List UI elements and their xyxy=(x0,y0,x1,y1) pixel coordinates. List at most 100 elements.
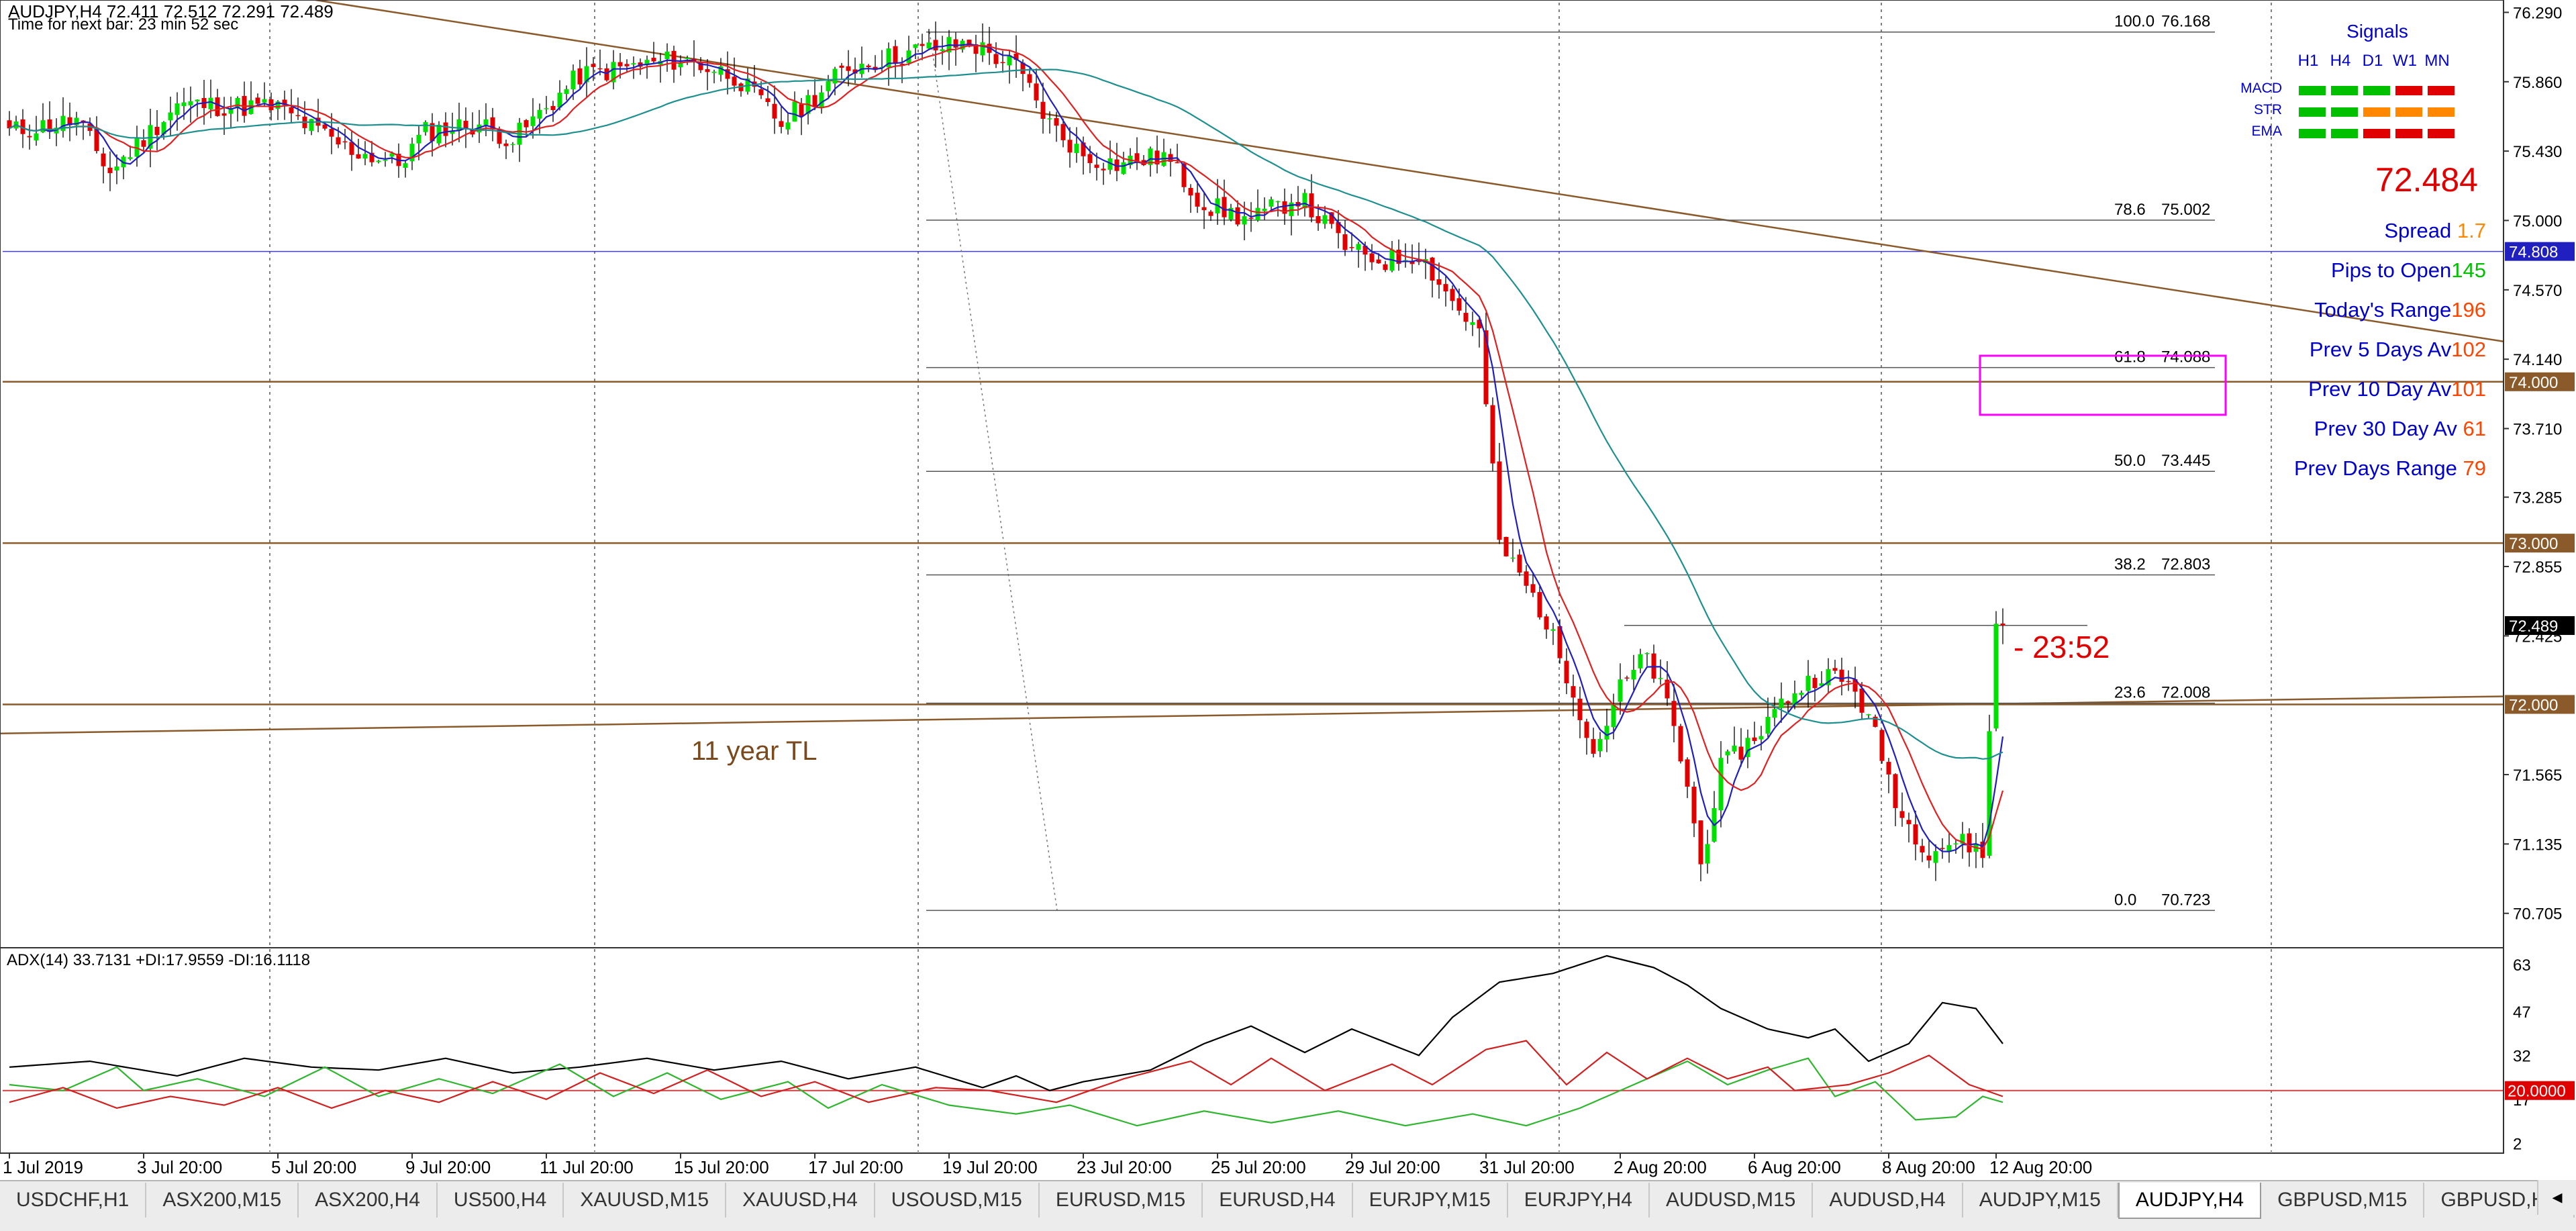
candle-body xyxy=(1503,536,1509,556)
candle-body xyxy=(792,101,797,122)
symbol-tab[interactable]: EURJPY,M15 xyxy=(1353,1183,1508,1218)
candle-body xyxy=(1107,158,1113,170)
candle-body xyxy=(1758,736,1764,740)
candle-body xyxy=(893,46,898,64)
candle-body xyxy=(356,154,361,159)
candle-body xyxy=(1349,247,1354,248)
candle-body xyxy=(758,89,764,95)
candle-body xyxy=(1745,738,1750,757)
candle-body xyxy=(7,120,12,129)
symbol-tab[interactable]: AUDUSD,H4 xyxy=(1813,1183,1963,1218)
symbol-tab[interactable]: XAUUSD,H4 xyxy=(726,1183,875,1218)
signal-column-label: H1 xyxy=(2298,52,2319,70)
signal-cell xyxy=(2395,107,2422,117)
blue-level-tag xyxy=(2505,242,2575,261)
candle-body xyxy=(1665,679,1670,699)
candle-body xyxy=(383,160,388,161)
fibonacci-retracement: 100.0 76.168 78.6 75.002 61.8 74.088 50.0 73.44… xyxy=(926,13,2215,912)
signal-stat: Prev 30 Day Av 61 xyxy=(2314,417,2486,440)
candle-body xyxy=(1926,855,1932,860)
symbol-tab[interactable]: ASX200,M15 xyxy=(146,1183,299,1218)
chart-background xyxy=(0,0,2576,1180)
candle-body xyxy=(906,50,911,63)
candle-body xyxy=(1765,717,1771,734)
symbol-tab[interactable]: EURUSD,M15 xyxy=(1040,1183,1203,1218)
candle-body xyxy=(27,136,32,138)
signal-stat-value: 61 xyxy=(2463,417,2486,440)
moving-averages xyxy=(9,43,2004,852)
candle-body xyxy=(1873,716,1878,727)
symbol-tab[interactable]: AUDJPY,H4 xyxy=(2118,1183,2262,1219)
candle-body xyxy=(409,144,415,162)
candle-body xyxy=(617,62,623,66)
candle-body xyxy=(1671,701,1677,726)
candle-body xyxy=(1255,207,1260,221)
candle-body xyxy=(1940,848,1945,849)
y-tick-label: 71.565 xyxy=(2513,767,2562,785)
candle-body xyxy=(1376,259,1381,264)
symbol-tab[interactable]: EURUSD,H4 xyxy=(1203,1183,1353,1218)
candle-body xyxy=(497,129,502,144)
candle-body xyxy=(1342,234,1348,250)
symbol-tab[interactable]: EURJPY,H4 xyxy=(1508,1183,1650,1218)
indicator-tick-label: 63 xyxy=(2513,956,2531,975)
candle-body xyxy=(275,101,281,109)
candle-body xyxy=(1517,554,1522,573)
symbol-tab[interactable]: GBPUSD,M15 xyxy=(2261,1183,2425,1218)
candle-body xyxy=(1524,571,1529,586)
symbol-tab[interactable]: AUDJPY,M15 xyxy=(1963,1183,2118,1218)
candle-body xyxy=(430,123,435,142)
signal-stat-value: 196 xyxy=(2451,298,2486,322)
signal-column-label: H4 xyxy=(2330,52,2351,70)
candle-body xyxy=(423,121,428,132)
symbol-tab[interactable]: AUDUSD,M15 xyxy=(1650,1183,1814,1218)
candle-body xyxy=(34,133,39,141)
candle-body xyxy=(1658,678,1663,679)
symbol-tab[interactable]: US500,H4 xyxy=(438,1183,564,1218)
candle-body xyxy=(490,117,495,129)
candle-body xyxy=(1644,652,1650,654)
candle-body xyxy=(1443,284,1448,292)
symbol-tab[interactable]: USDCHF,H1 xyxy=(0,1183,147,1218)
chart-canvas[interactable]: 74.000 73.000 72.000 74.808 72.489 100.0 76.1… xyxy=(0,0,2576,1180)
fib-level-label: 38.2 xyxy=(2114,555,2146,573)
candle-body xyxy=(1946,845,1952,852)
candle-body xyxy=(1322,215,1328,224)
candle-body xyxy=(591,64,596,67)
symbol-tab[interactable]: USOUSD,M15 xyxy=(875,1183,1040,1218)
candle-body xyxy=(1020,62,1026,75)
candle-body xyxy=(544,108,549,109)
candle-body xyxy=(255,97,260,104)
candle-body xyxy=(832,68,838,84)
signals-title: Signals xyxy=(2346,21,2408,42)
candle-body xyxy=(67,117,72,126)
candle-body xyxy=(2000,624,2005,626)
candle-body xyxy=(1275,201,1281,203)
candle-body xyxy=(1034,83,1039,101)
candle-body xyxy=(779,121,784,128)
candle-body xyxy=(1604,726,1609,740)
fib-price-label: 73.445 xyxy=(2161,452,2210,470)
candle-body xyxy=(1262,209,1267,211)
candle-body xyxy=(168,112,173,121)
y-tick-label: 70.705 xyxy=(2513,905,2562,924)
ma-slow-line xyxy=(9,68,2003,760)
signal-stat: Prev 10 Day Av101 xyxy=(2308,377,2486,401)
candle-body xyxy=(1040,101,1046,119)
fib-level-label: 61.8 xyxy=(2114,348,2146,366)
tab-scroll-left-icon[interactable]: ◂ xyxy=(2537,1180,2576,1215)
signal-stat-label: Spread xyxy=(2384,219,2457,242)
y-tick-label: 74.570 xyxy=(2513,282,2562,300)
candle-body xyxy=(1678,726,1683,762)
candle-body xyxy=(564,89,569,95)
y-tick-label: 76.290 xyxy=(2513,4,2562,22)
symbol-tab[interactable]: ASX200,H4 xyxy=(299,1183,438,1218)
candle-body xyxy=(40,120,46,132)
current-price-label: 72.489 xyxy=(2509,618,2558,636)
candle-body xyxy=(826,81,831,91)
candle-body xyxy=(1725,751,1730,756)
symbol-tab[interactable]: XAUUSD,M15 xyxy=(564,1183,727,1218)
candle-body xyxy=(228,108,234,114)
y-tick-label: 72.425 xyxy=(2513,628,2562,646)
candle-body xyxy=(1329,212,1334,224)
